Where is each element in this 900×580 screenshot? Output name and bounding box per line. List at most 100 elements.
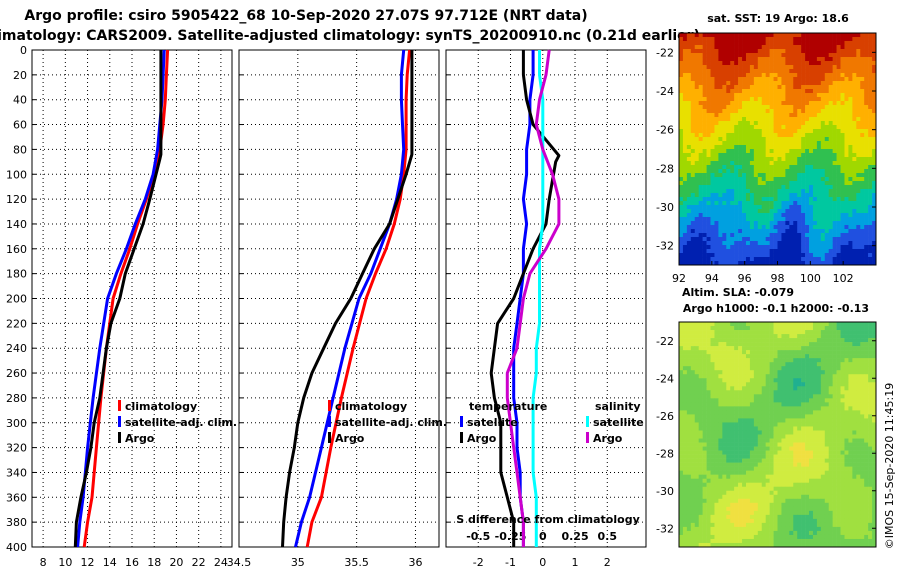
sst-cell xyxy=(805,257,810,262)
sla-cell xyxy=(679,342,684,347)
sst-cell xyxy=(805,237,810,242)
sla-cell xyxy=(864,346,869,351)
sst-cell xyxy=(730,197,735,202)
sst-cell xyxy=(864,121,869,126)
sst-cell xyxy=(864,245,869,250)
sst-cell xyxy=(809,149,814,154)
sla-cell xyxy=(698,414,703,419)
sla-cell xyxy=(809,394,814,399)
sst-cell xyxy=(765,37,770,42)
sst-cell xyxy=(682,233,688,238)
sst-cell xyxy=(872,33,877,38)
sla-cell xyxy=(809,350,814,355)
sla-cell xyxy=(785,322,790,327)
sst-cell xyxy=(698,117,703,122)
sst-cell xyxy=(734,245,739,250)
sst-cell xyxy=(836,261,841,266)
sla-cell xyxy=(864,430,869,435)
sst-cell xyxy=(773,177,778,182)
sla-cell xyxy=(738,394,743,399)
sla-cell xyxy=(797,326,802,331)
sst-cell xyxy=(785,37,790,42)
sla-cell xyxy=(824,398,830,403)
sst-cell xyxy=(742,133,747,138)
sla-cell xyxy=(718,446,723,451)
sla-cell xyxy=(690,418,696,423)
sst-cell xyxy=(844,165,849,170)
sst-cell xyxy=(753,205,759,210)
sst-cell xyxy=(710,153,715,158)
sst-cell xyxy=(734,49,739,54)
sst-cell xyxy=(753,117,759,122)
sla-cell xyxy=(738,354,743,359)
sla-cell xyxy=(777,374,782,379)
sst-cell xyxy=(836,41,841,46)
sla-cell xyxy=(828,458,833,463)
sla-cell xyxy=(777,462,782,467)
sla-cell xyxy=(860,458,865,463)
sst-cell xyxy=(694,193,699,198)
sst-cell xyxy=(828,145,833,150)
sst-cell xyxy=(710,169,715,174)
sst-cell xyxy=(738,145,743,150)
sst-cell xyxy=(809,229,814,234)
sla-cell xyxy=(718,450,723,455)
sst-cell xyxy=(682,93,688,98)
sla-cell xyxy=(781,434,786,439)
sla-cell xyxy=(710,366,715,371)
sla-cell xyxy=(714,394,719,399)
sst-cell xyxy=(872,69,877,74)
sla-cell xyxy=(832,350,837,355)
sla-cell xyxy=(702,402,707,407)
sla-cell xyxy=(801,362,806,367)
sst-cell xyxy=(844,53,849,58)
sla-cell xyxy=(816,450,822,455)
sst-cell xyxy=(718,257,723,262)
sla-cell xyxy=(749,374,755,379)
sst-cell xyxy=(742,261,747,266)
sst-cell xyxy=(698,241,703,246)
sst-cell xyxy=(832,157,837,162)
sst-cell xyxy=(698,53,703,58)
sla-cell xyxy=(726,438,731,443)
sst-cell xyxy=(765,101,770,106)
sst-cell xyxy=(757,65,763,70)
sst-cell xyxy=(797,161,802,166)
sst-cell xyxy=(753,73,759,78)
sla-cell xyxy=(745,430,751,435)
sst-cell xyxy=(726,41,731,46)
sla-cell xyxy=(828,370,833,375)
sla-cell xyxy=(773,322,778,327)
sst-cell xyxy=(710,117,715,122)
sst-cell xyxy=(698,73,703,78)
sla-cell xyxy=(856,462,861,467)
sst-cell xyxy=(738,201,743,206)
sla-cell xyxy=(742,398,747,403)
sst-cell xyxy=(745,97,751,102)
sla-cell xyxy=(769,430,774,435)
sst-cell xyxy=(682,125,688,130)
sst-cell xyxy=(710,37,715,42)
sla-cell xyxy=(868,382,873,387)
sst-cell xyxy=(852,113,857,118)
sst-cell xyxy=(805,181,810,186)
sla-cell xyxy=(730,386,735,391)
sla-cell xyxy=(797,358,802,363)
sla-cell xyxy=(690,462,696,467)
sla-cell xyxy=(840,398,845,403)
sla-cell xyxy=(714,426,719,431)
sla-cell xyxy=(856,390,861,395)
sst-cell xyxy=(769,61,774,66)
sst-cell xyxy=(765,125,770,130)
sst-cell xyxy=(789,89,794,94)
sst-cell xyxy=(840,141,845,146)
sla-cell xyxy=(765,406,770,411)
salinity-x-tick-label: 34.5 xyxy=(227,556,252,569)
sla-cell xyxy=(805,378,810,383)
sst-cell xyxy=(832,117,837,122)
sst-cell xyxy=(745,141,751,146)
sst-cell xyxy=(773,125,778,130)
sst-cell xyxy=(757,233,763,238)
sla-cell xyxy=(828,350,833,355)
sst-cell xyxy=(726,117,731,122)
